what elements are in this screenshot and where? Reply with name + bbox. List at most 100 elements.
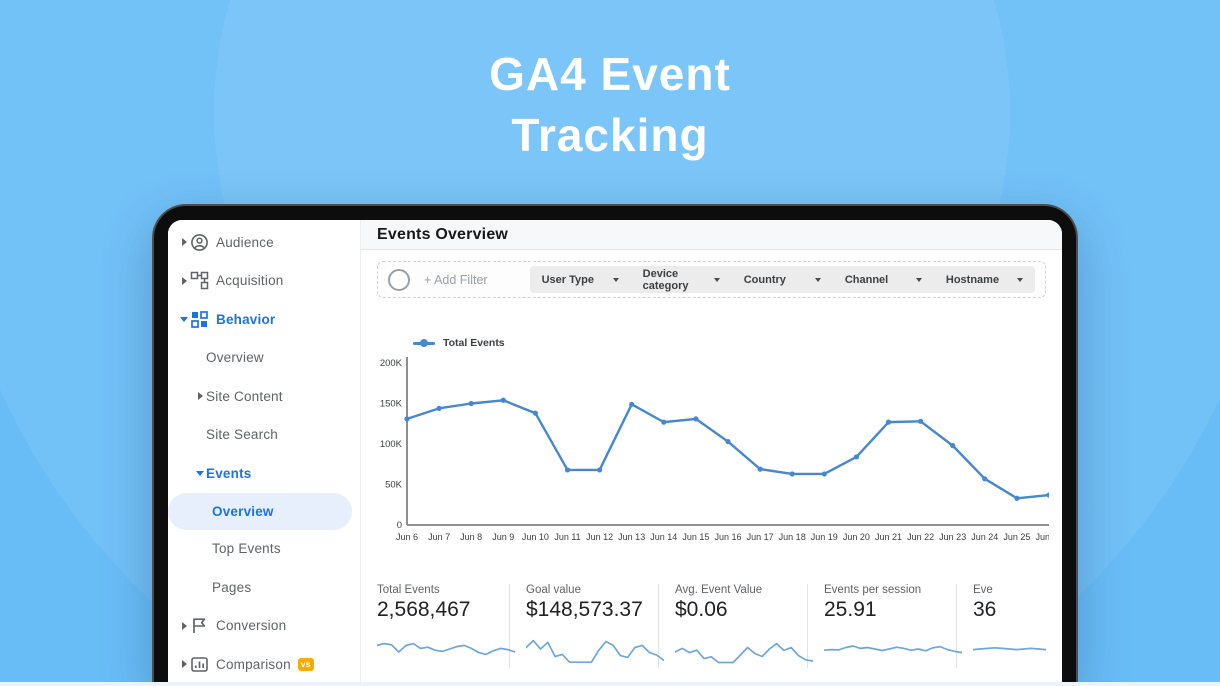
svg-text:Jun 9: Jun 9 xyxy=(492,532,514,542)
dropdown-hostname[interactable]: Hostname xyxy=(934,266,1035,293)
svg-text:Jun 7: Jun 7 xyxy=(428,532,450,542)
dropdown-channel[interactable]: Channel xyxy=(833,266,934,293)
sidebar-item-site-search[interactable]: Site Search xyxy=(168,416,360,455)
device-frame: Audience Acquisition Behavior Overview xyxy=(152,204,1078,686)
legend-line-marker-icon xyxy=(413,339,435,347)
comparison-chart-icon xyxy=(190,655,216,674)
sidebar-item-pages[interactable]: Pages xyxy=(168,568,360,607)
conversion-flag-icon xyxy=(190,616,216,635)
sidebar-item-events-overview[interactable]: Overview xyxy=(168,492,352,530)
sidebar-item-label: Pages xyxy=(212,579,252,595)
hero-title: GA4 Event Tracking xyxy=(0,44,1220,166)
sidebar-item-top-events[interactable]: Top Events xyxy=(168,530,360,569)
stat-value: $148,573.37 xyxy=(526,598,643,621)
sidebar-item-label: Overview xyxy=(212,503,274,519)
caret-down-icon xyxy=(178,316,190,322)
sidebar-item-label: Events xyxy=(206,465,252,481)
add-filter-button[interactable]: + Add Filter xyxy=(424,272,488,287)
acquisition-icon xyxy=(190,271,216,290)
sidebar-item-label: Top Events xyxy=(212,541,281,557)
app-screen: Audience Acquisition Behavior Overview xyxy=(168,220,1062,686)
svg-text:Jun 18: Jun 18 xyxy=(779,532,806,542)
sidebar-item-comparison[interactable]: Comparison vs xyxy=(168,645,360,684)
sidebar-item-behavior-overview[interactable]: Overview xyxy=(168,339,360,378)
svg-text:Jun 11: Jun 11 xyxy=(554,532,580,542)
dropdown-label: Channel xyxy=(844,273,889,286)
line-chart-svg: 0 50K 100K 150K 200K Jun 6 Jun 7 Jun 8 Jun 9 Jun … xyxy=(380,357,1049,542)
sparkline-chart xyxy=(675,642,813,664)
filter-bar: + Add Filter User Type Device category C… xyxy=(377,261,1046,298)
stats-row: Total Events 2,568,467 Goal value $148,5… xyxy=(377,584,1046,668)
stat-card-events-per-session: Events per session 25.91 xyxy=(824,584,962,668)
sidebar-item-events[interactable]: Events xyxy=(168,454,360,493)
filter-circle-icon[interactable] xyxy=(388,268,410,291)
sidebar-item-conversion[interactable]: Conversion xyxy=(168,607,360,646)
sidebar-item-label: Site Search xyxy=(206,427,278,443)
sidebar-item-label: Acquisition xyxy=(216,273,284,289)
stat-value: $0.06 xyxy=(675,598,728,621)
dropdown-user-type[interactable]: User Type xyxy=(530,266,631,293)
dropdown-device-category[interactable]: Device category xyxy=(631,266,732,293)
stat-value: 25.91 xyxy=(824,598,877,621)
svg-text:Jun 8: Jun 8 xyxy=(460,532,482,542)
page-header: Events Overview xyxy=(361,220,1062,250)
svg-text:Jun 26: Jun 26 xyxy=(1035,532,1049,542)
chevron-down-icon xyxy=(1016,277,1023,282)
main-content: + Add Filter User Type Device category C… xyxy=(361,250,1062,686)
stat-card-clipped: Eve 36 xyxy=(973,584,1046,668)
stat-label: Goal value xyxy=(526,584,581,596)
caret-right-icon xyxy=(178,621,190,630)
stat-card-goal-value: Goal value $148,573.37 xyxy=(526,584,664,668)
svg-text:Jun 21: Jun 21 xyxy=(875,532,902,542)
stat-label: Total Events xyxy=(377,584,440,596)
filter-dropdown-group: User Type Device category Country C xyxy=(529,266,1035,293)
svg-text:Jun 20: Jun 20 xyxy=(843,532,870,542)
sidebar-item-behavior[interactable]: Behavior xyxy=(168,300,360,339)
stat-card-total-events: Total Events 2,568,467 xyxy=(377,584,515,668)
svg-text:Jun 25: Jun 25 xyxy=(1003,532,1030,542)
sidebar-item-label: Audience xyxy=(216,234,274,250)
sidebar-item-label: Overview xyxy=(206,350,264,366)
svg-text:100K: 100K xyxy=(380,439,403,450)
svg-text:Jun 14: Jun 14 xyxy=(650,532,677,542)
main-panel: Events Overview + Add Filter User Type D… xyxy=(361,220,1062,686)
svg-text:0: 0 xyxy=(397,520,402,531)
chevron-down-icon xyxy=(915,277,922,282)
stat-card-avg-event-value: Avg. Event Value $0.06 xyxy=(675,584,813,668)
svg-text:200K: 200K xyxy=(380,358,403,369)
stat-value: 2,568,467 xyxy=(377,598,471,621)
caret-right-icon xyxy=(194,392,206,401)
svg-text:Jun 12: Jun 12 xyxy=(586,532,613,542)
chevron-down-icon xyxy=(814,277,821,282)
dropdown-label: Hostname xyxy=(945,273,1000,286)
chevron-down-icon xyxy=(612,277,619,282)
svg-text:50K: 50K xyxy=(385,480,403,491)
sparkline-chart xyxy=(973,646,1046,651)
audience-icon xyxy=(190,233,216,252)
sidebar-item-audience[interactable]: Audience xyxy=(168,223,360,262)
sidebar-item-label: Behavior xyxy=(216,311,276,327)
caret-down-icon xyxy=(194,470,206,476)
sidebar-item-site-content[interactable]: Site Content xyxy=(168,377,360,416)
svg-text:Jun 24: Jun 24 xyxy=(971,532,998,542)
caret-right-icon xyxy=(178,660,190,669)
dropdown-label: Country xyxy=(743,273,786,286)
svg-text:Jun 13: Jun 13 xyxy=(618,532,645,542)
svg-text:150K: 150K xyxy=(380,399,403,410)
sidebar-item-label: Conversion xyxy=(216,618,287,634)
behavior-icon xyxy=(190,310,216,329)
stat-label: Eve xyxy=(973,584,993,596)
vs-badge: vs xyxy=(297,658,314,671)
svg-text:Jun 17: Jun 17 xyxy=(747,532,774,542)
caret-right-icon xyxy=(178,238,190,247)
svg-text:Jun 23: Jun 23 xyxy=(939,532,966,542)
chart-legend: Total Events xyxy=(413,337,1046,349)
stat-value: 36 xyxy=(973,598,997,621)
sidebar-item-acquisition[interactable]: Acquisition xyxy=(168,262,360,301)
svg-text:Jun 15: Jun 15 xyxy=(682,532,709,542)
chevron-down-icon xyxy=(713,277,720,282)
dropdown-country[interactable]: Country xyxy=(732,266,833,293)
svg-text:Jun 16: Jun 16 xyxy=(714,532,741,542)
hero-title-line1: GA4 Event xyxy=(489,48,731,100)
svg-text:Jun 22: Jun 22 xyxy=(907,532,934,542)
